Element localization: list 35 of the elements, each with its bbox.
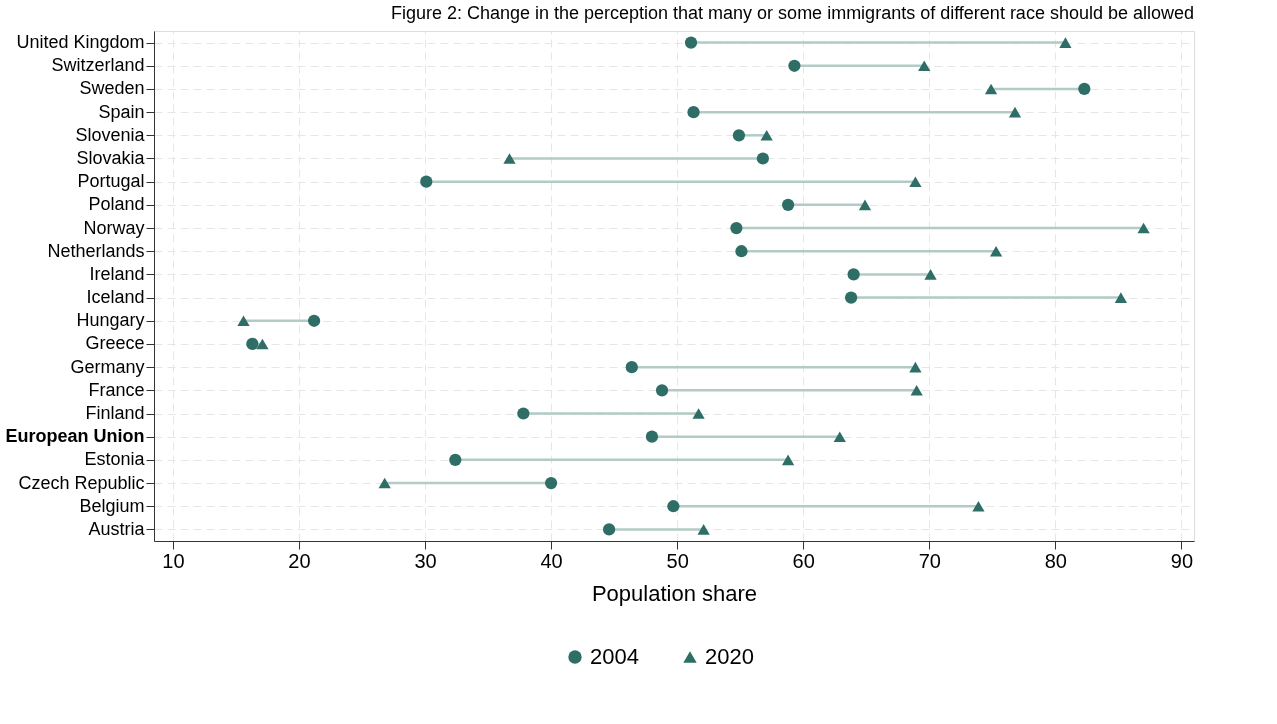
y-tick-label: European Union [5, 426, 145, 447]
y-tick-label: Slovenia [75, 124, 146, 145]
legend-label: 2020 [705, 644, 754, 669]
y-tick-label: United Kingdom [16, 32, 145, 53]
y-tick-label: Ireland [89, 263, 145, 284]
y-tick-label: Belgium [79, 495, 145, 516]
y-tick-label: Estonia [84, 449, 146, 470]
x-tick-label: 10 [162, 549, 185, 572]
x-tick-label: 50 [666, 549, 689, 572]
y-tick-label: Switzerland [51, 55, 145, 76]
y-tick-label: Poland [88, 194, 145, 215]
x-tick-label: 90 [1170, 549, 1194, 572]
x-tick-label: 20 [288, 549, 311, 572]
y-tick-label: Slovakia [76, 148, 146, 168]
y-tick-label: Portugal [77, 171, 145, 192]
chart-title: Figure 2: Change in the perception that many or some immigrants of different race should be allowed [390, 3, 1194, 23]
y-tick-label: Sweden [79, 78, 145, 99]
y-tick-label: Czech Republic [18, 472, 145, 493]
x-axis-title: Population share [591, 580, 758, 606]
y-tick-label: Norway [83, 217, 145, 238]
y-tick-label: Greece [85, 333, 145, 354]
y-tick-label: Netherlands [47, 240, 145, 261]
y-tick-label: Germany [70, 356, 145, 377]
x-tick-label: 70 [918, 549, 941, 572]
y-tick-label: Spain [98, 101, 145, 122]
x-tick-label: 30 [414, 549, 437, 572]
x-tick-label: 60 [792, 549, 815, 572]
x-tick-label: 40 [540, 549, 563, 572]
y-tick-label: Iceland [86, 287, 145, 308]
legend-label: 2004 [590, 644, 639, 669]
y-tick-label: Finland [85, 403, 145, 423]
y-tick-label: France [88, 379, 145, 400]
y-tick-label: Austria [88, 518, 146, 539]
y-tick-label: Hungary [76, 310, 145, 331]
x-tick-label: 80 [1044, 549, 1067, 572]
